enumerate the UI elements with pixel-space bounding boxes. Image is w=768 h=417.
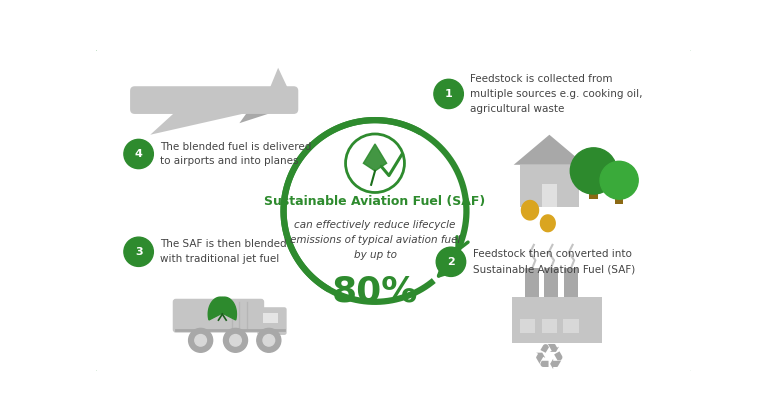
Polygon shape (268, 68, 290, 93)
FancyBboxPatch shape (589, 178, 598, 199)
Circle shape (230, 334, 241, 346)
Text: The SAF is then blended
with traditional jet fuel: The SAF is then blended with traditional… (161, 239, 287, 264)
Text: 2: 2 (447, 257, 455, 267)
Text: can effectively reduce lifecycle
emissions of typical aviation fuel
by up to: can effectively reduce lifecycle emissio… (290, 221, 460, 260)
Polygon shape (363, 144, 386, 171)
Circle shape (124, 139, 154, 168)
Circle shape (436, 247, 465, 276)
Polygon shape (151, 93, 263, 135)
FancyBboxPatch shape (541, 184, 557, 207)
FancyBboxPatch shape (563, 319, 579, 333)
Polygon shape (208, 297, 232, 320)
Text: 80%: 80% (332, 275, 419, 309)
Text: 1: 1 (445, 89, 452, 99)
Text: The blended fuel is delivered
to airports and into planes: The blended fuel is delivered to airport… (161, 142, 312, 166)
FancyBboxPatch shape (130, 86, 298, 114)
Text: Feedstock then converted into
Sustainable Aviation Fuel (SAF): Feedstock then converted into Sustainabl… (472, 249, 635, 274)
Polygon shape (541, 215, 555, 231)
FancyBboxPatch shape (512, 297, 602, 344)
FancyBboxPatch shape (93, 47, 694, 374)
Text: Sustainable Aviation Fuel (SAF): Sustainable Aviation Fuel (SAF) (264, 195, 485, 208)
Polygon shape (240, 100, 282, 123)
Circle shape (263, 334, 275, 346)
Text: 3: 3 (135, 247, 142, 257)
Circle shape (195, 334, 207, 346)
FancyBboxPatch shape (541, 319, 557, 333)
Circle shape (571, 148, 617, 194)
FancyBboxPatch shape (525, 268, 539, 297)
Circle shape (257, 329, 281, 352)
FancyBboxPatch shape (257, 307, 286, 335)
Text: 4: 4 (134, 149, 143, 159)
FancyBboxPatch shape (520, 165, 579, 207)
FancyBboxPatch shape (520, 319, 535, 333)
Polygon shape (514, 135, 585, 165)
FancyBboxPatch shape (263, 313, 278, 324)
Polygon shape (521, 201, 538, 220)
Circle shape (124, 237, 154, 266)
FancyBboxPatch shape (615, 186, 623, 203)
Text: ♻: ♻ (533, 342, 565, 376)
Circle shape (223, 329, 247, 352)
FancyBboxPatch shape (544, 268, 558, 297)
Circle shape (600, 161, 638, 199)
FancyBboxPatch shape (173, 299, 264, 333)
Circle shape (434, 79, 463, 108)
Polygon shape (213, 297, 237, 320)
FancyBboxPatch shape (564, 268, 578, 297)
Circle shape (189, 329, 213, 352)
Text: Feedstock is collected from
multiple sources e.g. cooking oil,
agricultural wast: Feedstock is collected from multiple sou… (470, 74, 643, 114)
